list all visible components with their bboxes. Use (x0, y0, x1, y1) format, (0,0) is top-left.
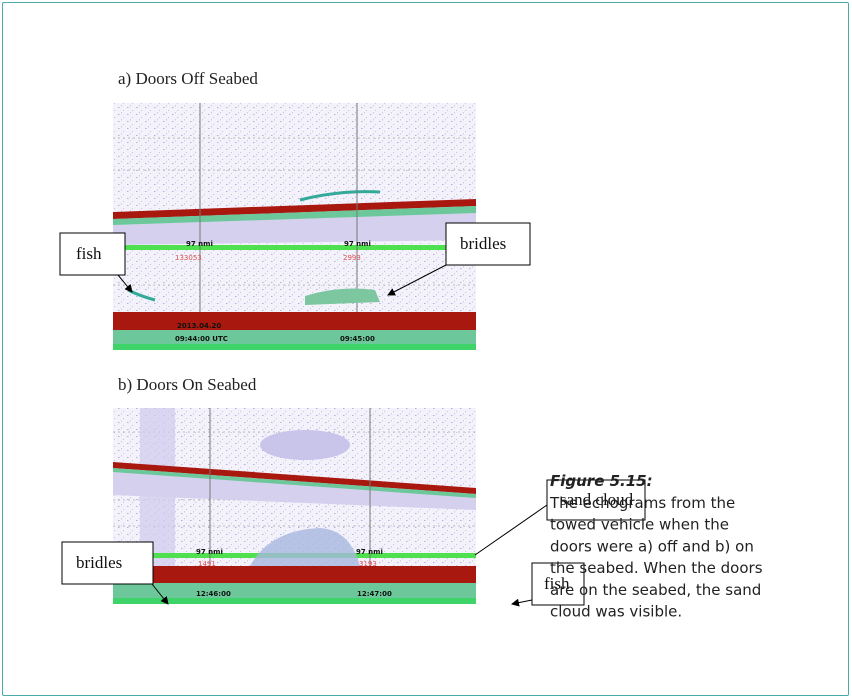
counter: 3193 (359, 560, 377, 568)
callout-box (546, 479, 646, 521)
range-label: 97 nmi (196, 548, 223, 556)
callout: bridles (460, 234, 506, 253)
counter: 133053 (175, 254, 202, 262)
counter: 2993 (343, 254, 361, 262)
callout-box (445, 222, 531, 266)
callout-box (61, 541, 154, 585)
caption-line: doors were a) off and b) on (550, 537, 754, 555)
callout: fish (544, 574, 570, 593)
caption-label: Figure 5.15: (550, 472, 653, 490)
counter: 1491 (198, 560, 216, 568)
caption-line: cloud was visible. (550, 603, 682, 621)
callout-box (59, 232, 126, 276)
caption-line: are on the seabed, the sand (550, 581, 761, 599)
time-label: 12:47:00 (357, 590, 392, 598)
range-label: 97 nmi (186, 240, 213, 248)
time-label: 09:45:00 (340, 335, 375, 343)
time-label: 09:44:00 UTC (175, 335, 228, 343)
callout: bridles (76, 553, 122, 572)
caption-line: towed vehicle when the (550, 516, 729, 534)
time-label: 12:46:00 (196, 590, 231, 598)
echogram (113, 408, 476, 604)
date-label: 2013.04.20 (177, 322, 221, 330)
panel-title: b) Doors On Seabed (118, 375, 257, 394)
echogram (113, 103, 476, 350)
range-label: 97 nmi (356, 548, 383, 556)
caption-line: the seabed. When the doors (550, 559, 763, 577)
callout: fish (76, 244, 102, 263)
range-label: 97 nmi (344, 240, 371, 248)
caption: The echograms from the towed vehicle when… (549, 494, 763, 621)
caption-line: The echograms from the (549, 494, 735, 512)
callout-box (531, 562, 585, 606)
callout: sand cloud (560, 490, 634, 509)
panel-title: a) Doors Off Seabed (118, 69, 258, 88)
